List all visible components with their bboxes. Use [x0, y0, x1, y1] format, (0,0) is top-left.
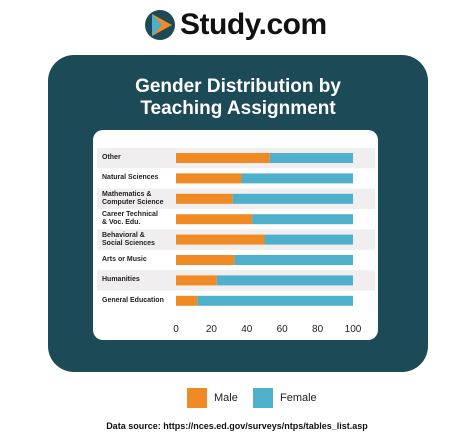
category-label: Natural Sciences: [102, 174, 159, 182]
bar-segment: [176, 153, 270, 163]
logo-text: Study.com: [180, 8, 327, 41]
x-tick-label: 60: [276, 324, 288, 335]
source-label: Data source:: [106, 421, 161, 431]
x-tick-label: 100: [344, 324, 362, 335]
category-label: General Education: [102, 296, 164, 304]
bar-segment: [232, 193, 353, 204]
bar-segment: [197, 295, 353, 306]
bar-segment: [216, 275, 353, 286]
bar-segment: [176, 275, 217, 286]
legend-swatch: [187, 388, 207, 408]
category-label: Other: [102, 154, 121, 161]
category-label: Arts or Music: [102, 256, 147, 263]
legend-label: Female: [280, 392, 317, 404]
source: Data source: https://nces.ed.gov/surveys…: [0, 421, 474, 431]
bar-segment: [176, 193, 233, 204]
category-label: Mathematics & Computer Science: [102, 190, 164, 206]
x-tick-label: 40: [241, 324, 253, 335]
category-label: Behavioral & Social Sciences: [102, 231, 155, 247]
category-label: Humanities: [102, 276, 140, 284]
bar-segment: [176, 173, 242, 184]
logo-icon: [145, 10, 175, 40]
x-tick-label: 80: [312, 324, 324, 335]
source-url[interactable]: https://nces.ed.gov/surveys/ntps/tables_…: [163, 421, 368, 431]
bar-segment: [234, 255, 353, 265]
bar-segment: [264, 234, 353, 245]
bar-segment: [176, 214, 253, 225]
bar-segment: [176, 234, 265, 245]
bar-segment: [252, 214, 353, 225]
bar-segment: [176, 255, 235, 265]
category-label: Career Technical & Voc. Edu.: [102, 211, 158, 227]
bar-segment: [241, 173, 353, 184]
legend: Male Female: [0, 388, 474, 410]
bar-segment: [176, 295, 198, 306]
legend-swatch: [253, 388, 273, 408]
x-tick-label: 20: [205, 324, 217, 335]
x-tick-label: 0: [173, 324, 179, 335]
legend-label: Male: [214, 392, 238, 404]
bar-segment: [269, 153, 353, 163]
chart-title: Gender Distribution by Teaching Assignme…: [135, 76, 341, 119]
